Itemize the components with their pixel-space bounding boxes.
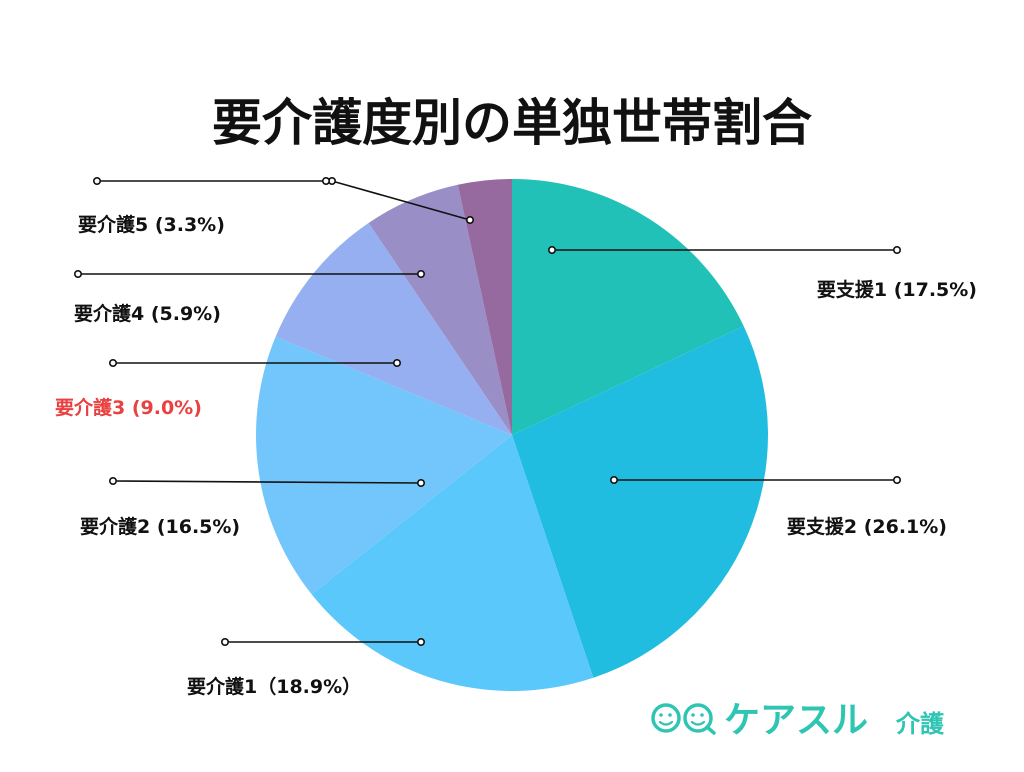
leader-dot-6-2: [74, 269, 83, 278]
pie-slice-5: [275, 222, 512, 435]
slice-label-5: 要介護3 (9.0%): [55, 396, 202, 419]
care-face-logo-icon: [651, 703, 716, 735]
pie-slice-1: [512, 179, 744, 435]
slice-label-2: 要支援2 (26.1%): [787, 515, 947, 538]
slice-label-4: 要介護2 (16.5%): [80, 515, 240, 538]
brand-suffix: 介護: [895, 710, 945, 738]
leader-dot-3-2: [221, 637, 230, 646]
leader-lines: [74, 177, 901, 646]
leader-dot-4-1: [416, 478, 425, 487]
pie-slice-2: [512, 326, 768, 678]
brand-name: ケアスル: [724, 700, 868, 741]
leader-dot-5-1: [392, 358, 401, 367]
slice-label-3: 要介護1（18.9%）: [187, 675, 361, 698]
leader-dot-7-1: [465, 216, 474, 225]
pie-slice-6: [368, 184, 512, 435]
leader-dot-4-2: [109, 476, 118, 485]
leader-dot-2-2: [892, 475, 901, 484]
slice-label-6: 要介護4 (5.9%): [74, 302, 221, 325]
leader-dot-6-1: [416, 269, 425, 278]
pie-slices: [256, 179, 768, 691]
slice-labels: 要支援1 (17.5%) 要支援2 (26.1%) 要介護1（18.9%） 要介護2 …: [55, 213, 977, 698]
brand-logo: ケアスル 介護: [651, 700, 945, 741]
slice-label-1: 要支援1 (17.5%): [817, 278, 977, 301]
leader-dot-1-1: [547, 246, 556, 255]
leader-dot-3-1: [416, 637, 425, 646]
leader-dot-7-3: [93, 177, 102, 186]
leader-dot-2-1: [609, 475, 618, 484]
chart-title: 要介護度別の単独世帯割合: [212, 94, 812, 152]
leader-dot-1-2: [892, 246, 901, 255]
pie-slice-4: [256, 336, 512, 595]
leader-dot-5-2: [109, 358, 118, 367]
pie-slice-7: [457, 179, 512, 435]
pie-slice-3: [311, 435, 594, 691]
leader-line-4: [112, 480, 422, 484]
slice-label-7: 要介護5 (3.3%): [78, 213, 225, 236]
leader-dot-7-extra: [321, 177, 330, 186]
